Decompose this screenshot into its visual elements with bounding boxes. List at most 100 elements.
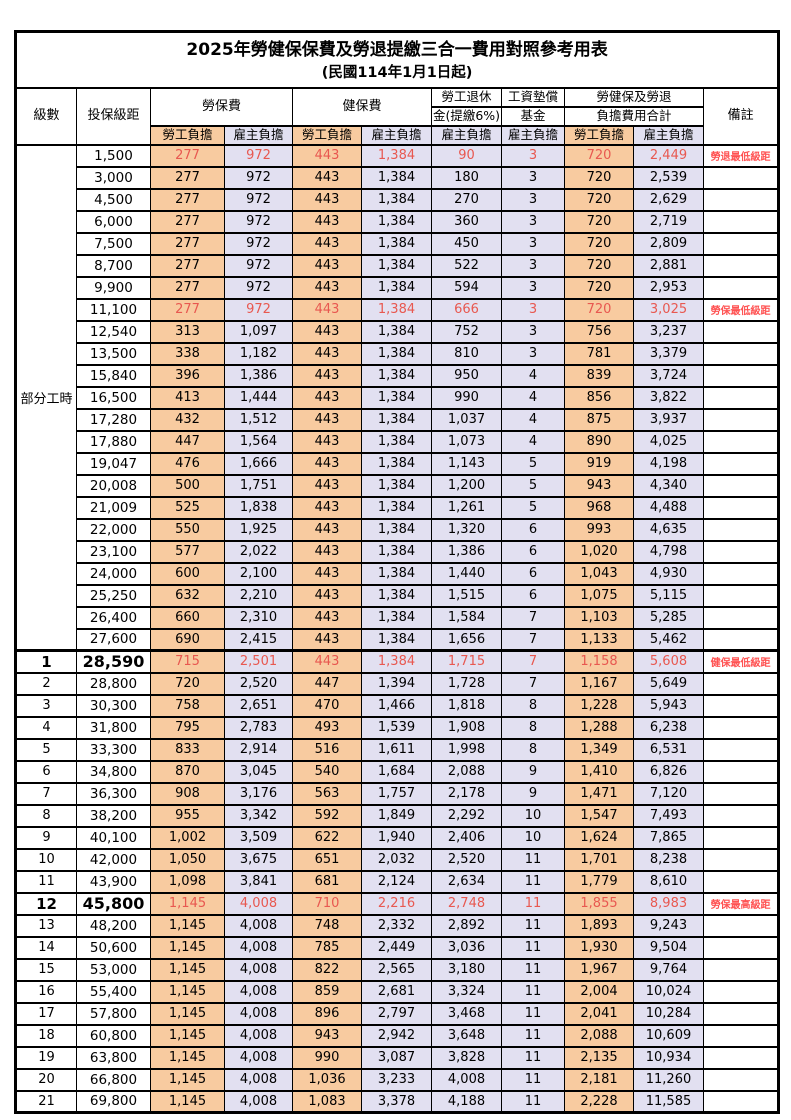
insured-bracket-cell: 11,100 <box>76 297 151 322</box>
value-cell: 1,037 <box>431 407 502 432</box>
table-row: 25,250 632 2,210 443 1,384 1,515 6 1,075 5,115 <box>16 583 780 608</box>
value-cell: 443 <box>292 385 362 410</box>
value-cell: 3 <box>501 297 565 322</box>
value-cell: 3,087 <box>361 1045 432 1070</box>
value-cell: 1,145 <box>150 891 225 916</box>
value-cell: 443 <box>292 165 362 190</box>
remark-cell <box>702 1067 780 1092</box>
value-cell: 7 <box>501 671 565 696</box>
value-cell: 522 <box>431 253 502 278</box>
value-cell: 632 <box>150 583 225 608</box>
table-row: 9 40,100 1,002 3,509 622 1,940 2,406 10 1,624 7,8… <box>15 825 780 850</box>
insured-bracket-cell: 13,500 <box>76 341 151 366</box>
value-cell: 4,008 <box>224 935 293 960</box>
value-cell: 3,036 <box>431 935 502 960</box>
value-cell: 5,943 <box>633 693 704 718</box>
level-cell: 3 <box>15 693 77 718</box>
value-cell: 972 <box>224 275 293 300</box>
value-cell: 5 <box>501 473 565 498</box>
value-cell: 1,036 <box>292 1067 362 1092</box>
value-cell: 3,176 <box>224 781 293 806</box>
value-cell: 443 <box>292 297 362 322</box>
table-row: 7,500 277 972 443 1,384 450 3 720 2,809 <box>16 231 780 256</box>
value-cell: 1,145 <box>150 1089 225 1114</box>
insured-bracket-cell: 17,280 <box>76 407 151 432</box>
col-header-level: 級數 <box>15 86 77 146</box>
value-cell: 1,103 <box>564 605 634 630</box>
value-cell: 7,493 <box>633 803 704 828</box>
value-cell: 2,022 <box>224 539 293 564</box>
value-cell: 1,145 <box>150 1067 225 1092</box>
level-cell: 12 <box>15 891 77 916</box>
value-cell: 2,332 <box>361 913 432 938</box>
value-cell: 1,384 <box>361 187 432 212</box>
table-row: 8,700 277 972 443 1,384 522 3 720 2,881 <box>16 253 780 278</box>
insured-bracket-cell: 27,600 <box>76 627 151 652</box>
value-cell: 11 <box>501 979 565 1004</box>
remark-cell <box>702 935 780 960</box>
remark-cell <box>702 693 780 718</box>
value-cell: 443 <box>292 561 362 586</box>
value-cell: 1,838 <box>224 495 293 520</box>
value-cell: 3 <box>501 275 565 300</box>
value-cell: 540 <box>292 759 362 784</box>
value-cell: 3,025 <box>633 297 704 322</box>
table-row: 16 55,400 1,145 4,008 859 2,681 3,324 11 2,004 10… <box>15 979 780 1004</box>
value-cell: 4,025 <box>633 429 704 454</box>
col-header-wage-fund-line1: 工資墊償 <box>501 86 565 108</box>
value-cell: 1,893 <box>564 913 634 938</box>
value-cell: 2,310 <box>224 605 293 630</box>
table-row: 18 60,800 1,145 4,008 943 2,942 3,648 11 2,088 10… <box>15 1023 780 1048</box>
value-cell: 11,260 <box>633 1067 704 1092</box>
value-cell: 1,855 <box>564 891 634 916</box>
value-cell: 4,008 <box>224 1023 293 1048</box>
value-cell: 2,881 <box>633 253 704 278</box>
value-cell: 5,462 <box>633 627 704 652</box>
value-cell: 1,097 <box>224 319 293 344</box>
value-cell: 720 <box>564 253 634 278</box>
value-cell: 11 <box>501 1089 565 1114</box>
value-cell: 443 <box>292 319 362 344</box>
col-header-health-insurance: 健保費 <box>292 86 432 127</box>
value-cell: 1,757 <box>361 781 432 806</box>
value-cell: 1,384 <box>361 407 432 432</box>
value-cell: 2,449 <box>361 935 432 960</box>
insured-bracket-cell: 69,800 <box>76 1089 151 1114</box>
value-cell: 6 <box>501 539 565 564</box>
value-cell: 2,651 <box>224 693 293 718</box>
value-cell: 525 <box>150 495 225 520</box>
level-cell: 7 <box>15 781 77 806</box>
value-cell: 1,073 <box>431 429 502 454</box>
value-cell: 10 <box>501 803 565 828</box>
value-cell: 720 <box>564 187 634 212</box>
value-cell: 1,158 <box>564 649 634 674</box>
value-cell: 1,564 <box>224 429 293 454</box>
table-row: 26,400 660 2,310 443 1,384 1,584 7 1,103 5,285 <box>16 605 780 630</box>
level-cell: 19 <box>15 1045 77 1070</box>
value-cell: 2,942 <box>361 1023 432 1048</box>
value-cell: 1,133 <box>564 627 634 652</box>
value-cell: 856 <box>564 385 634 410</box>
value-cell: 3 <box>501 231 565 256</box>
table-row: 6 34,800 870 3,045 540 1,684 2,088 9 1,410 6,826 <box>15 759 780 784</box>
table-row: 10 42,000 1,050 3,675 651 2,032 2,520 11 1,701 8,… <box>15 847 780 872</box>
value-cell: 896 <box>292 1001 362 1026</box>
value-cell: 2,135 <box>564 1045 634 1070</box>
table-row: 8 38,200 955 3,342 592 1,849 2,292 10 1,547 7,493 <box>15 803 780 828</box>
value-cell: 11 <box>501 869 565 894</box>
insured-bracket-cell: 25,250 <box>76 583 151 608</box>
value-cell: 9,504 <box>633 935 704 960</box>
col-header-wage-fund-line2: 基金 <box>501 105 565 127</box>
value-cell: 1,666 <box>224 451 293 476</box>
title-block: 2025年勞健保保費及勞退提繳三合一費用對照參考用表 (民國114年1月1日起) <box>14 30 780 89</box>
value-cell: 1,145 <box>150 913 225 938</box>
value-cell: 443 <box>292 275 362 300</box>
value-cell: 1,384 <box>361 165 432 190</box>
value-cell: 500 <box>150 473 225 498</box>
insured-bracket-cell: 24,000 <box>76 561 151 586</box>
insured-bracket-cell: 12,540 <box>76 319 151 344</box>
insured-bracket-cell: 48,200 <box>76 913 151 938</box>
value-cell: 720 <box>564 143 634 168</box>
value-cell: 7,865 <box>633 825 704 850</box>
value-cell: 4,008 <box>224 891 293 916</box>
